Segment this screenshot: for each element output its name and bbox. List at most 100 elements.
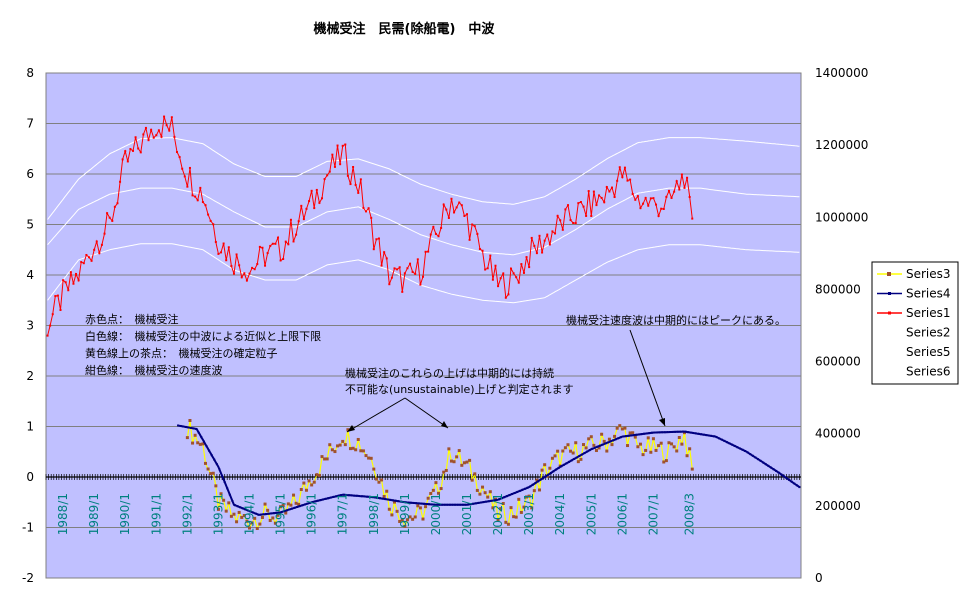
- series4-marker: [259, 513, 262, 516]
- series1-marker: [129, 148, 132, 151]
- series4-marker: [474, 502, 477, 505]
- series3-marker: [242, 514, 246, 518]
- series4-marker: [606, 441, 609, 444]
- series4-marker: [580, 453, 583, 456]
- series3-marker: [592, 443, 596, 447]
- series3-marker: [248, 526, 252, 530]
- series4-marker: [228, 493, 231, 496]
- series4-marker: [415, 502, 418, 505]
- series3-marker: [584, 446, 588, 450]
- x-tick-label: 1997/1: [336, 493, 350, 535]
- series4-marker: [560, 465, 563, 468]
- series3-marker: [317, 473, 321, 477]
- series4-marker: [373, 496, 376, 499]
- series1-marker: [605, 185, 608, 188]
- series3-marker: [576, 460, 580, 464]
- series1-marker: [235, 253, 238, 256]
- series3-marker: [372, 467, 376, 471]
- series4-marker: [702, 433, 705, 436]
- x-tick-label: 2002/1: [491, 493, 505, 535]
- series3-marker: [304, 488, 308, 492]
- series3-marker: [222, 498, 226, 502]
- series1-marker: [315, 188, 318, 191]
- series1-marker: [54, 295, 57, 298]
- series3-marker: [470, 478, 474, 482]
- series4-marker: [239, 506, 242, 509]
- series1-marker: [590, 214, 593, 217]
- series3-marker: [328, 443, 332, 447]
- series4-marker: [687, 431, 690, 434]
- series3-marker: [398, 519, 402, 523]
- series1-marker: [478, 247, 481, 250]
- series4-marker: [795, 484, 798, 487]
- series4-marker: [280, 511, 283, 514]
- right-tick-label: 200000: [815, 499, 861, 513]
- series-line-series2: [47, 187, 800, 256]
- series3-marker: [499, 507, 503, 511]
- series4-marker: [656, 431, 659, 434]
- series3-marker: [359, 449, 363, 453]
- x-tick-label: 1990/1: [118, 493, 132, 535]
- series1-marker: [380, 264, 383, 267]
- series1-marker: [354, 183, 357, 186]
- series1-marker: [150, 128, 153, 131]
- series1-marker: [49, 324, 52, 327]
- series3-marker: [610, 443, 614, 447]
- series3-marker: [413, 515, 417, 519]
- series4-marker: [329, 496, 332, 499]
- series3-marker: [377, 480, 381, 484]
- series3-marker: [307, 479, 311, 483]
- series1-marker: [401, 290, 404, 293]
- series4-marker: [244, 508, 247, 511]
- series3-marker: [416, 504, 420, 508]
- annotation-arrowhead-right: [441, 421, 448, 428]
- series4-marker: [283, 510, 286, 513]
- series1-marker: [119, 180, 122, 183]
- series1-marker: [629, 178, 632, 181]
- series4-marker: [438, 503, 441, 506]
- series3-marker: [644, 448, 648, 452]
- series1-marker: [359, 178, 362, 181]
- series1-marker: [287, 243, 290, 246]
- series4-marker: [288, 508, 291, 511]
- series3-marker: [449, 459, 453, 463]
- series4-marker: [342, 493, 345, 496]
- legend: Series3 Series4 Series1 Series2 Series5 Serie…: [871, 261, 959, 385]
- x-tick-label: 1992/1: [180, 493, 194, 535]
- series1-marker: [667, 189, 670, 192]
- left-tick-label: 7: [26, 117, 34, 131]
- series3-marker: [589, 435, 593, 439]
- x-tick-label: 1999/1: [398, 493, 412, 535]
- series4-marker: [327, 497, 330, 500]
- series1-marker: [390, 276, 393, 279]
- series4-marker: [599, 444, 602, 447]
- series3-marker: [488, 490, 492, 494]
- series3-marker: [473, 472, 477, 476]
- series4-marker: [700, 433, 703, 436]
- series1-marker: [232, 272, 235, 275]
- x-tick-label: 2007/1: [646, 493, 660, 535]
- series4-marker: [648, 432, 651, 435]
- series3-marker: [501, 502, 505, 506]
- series1-marker: [103, 232, 106, 235]
- series1-marker: [100, 243, 103, 246]
- series4-marker: [614, 438, 617, 441]
- series1-marker: [546, 233, 549, 236]
- series1-marker: [473, 225, 476, 228]
- series4-marker: [578, 455, 581, 458]
- series4-marker: [371, 496, 374, 499]
- series3-marker: [439, 487, 443, 491]
- left-tick-label: 5: [26, 218, 34, 232]
- series3-marker: [346, 428, 350, 432]
- series1-marker: [559, 219, 562, 222]
- series3-marker: [405, 518, 409, 522]
- series3-marker: [677, 436, 681, 440]
- series3-marker: [675, 449, 679, 453]
- series4-marker: [278, 511, 281, 514]
- series1-marker: [468, 238, 471, 241]
- series1-marker: [251, 266, 254, 269]
- series3-marker: [310, 483, 314, 487]
- series4-marker: [332, 495, 335, 498]
- series1-marker: [269, 244, 272, 247]
